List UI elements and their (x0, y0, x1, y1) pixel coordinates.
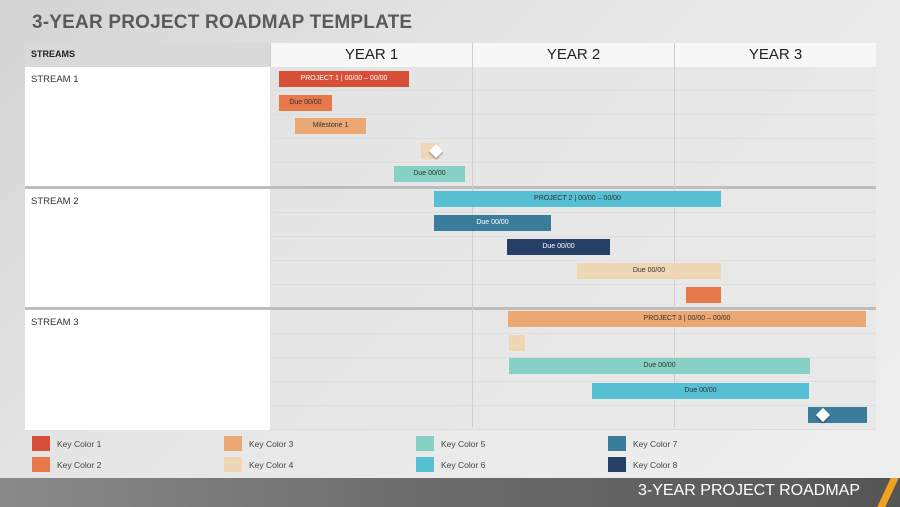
year-divider (472, 67, 473, 427)
page-title: 3-YEAR PROJECT ROADMAP TEMPLATE (32, 12, 413, 33)
year-divider (674, 67, 675, 427)
legend-item: Key Color 4 (224, 457, 293, 472)
legend-item: Key Color 5 (416, 436, 485, 451)
due-bar[interactable]: Due 00/00 (509, 358, 810, 374)
footer-banner: 3-YEAR PROJECT ROADMAP (0, 478, 900, 507)
stream-row (25, 163, 876, 187)
stream-row (25, 406, 876, 430)
legend-item: Key Color 6 (416, 457, 485, 472)
accent-slash-icon (877, 478, 899, 507)
due-bar[interactable]: Due 00/00 (434, 215, 551, 231)
year-1-header: YEAR 1 (270, 43, 472, 67)
stream-row (25, 237, 876, 261)
year-3-header: YEAR 3 (674, 43, 876, 67)
marker-bar[interactable] (686, 287, 721, 303)
legend-item: Key Color 2 (32, 457, 101, 472)
stream-label: STREAM 2 (25, 189, 270, 213)
year-2-header: YEAR 2 (472, 43, 674, 67)
due-bar[interactable]: Due 00/00 (507, 239, 610, 255)
stream-divider (25, 307, 876, 310)
due-bar[interactable]: Due 00/00 (394, 166, 465, 182)
streams-header: STREAMS (25, 43, 270, 67)
stream-row (25, 285, 876, 309)
stream-row (25, 334, 876, 358)
stream-row (25, 261, 876, 285)
stream-label: STREAM 1 (25, 67, 270, 91)
project-3-bar[interactable]: PROJECT 3 | 00/00 – 00/00 (508, 311, 866, 327)
stream-row (25, 213, 876, 237)
project-1-bar[interactable]: PROJECT 1 | 00/00 – 00/00 (279, 71, 409, 87)
marker-bar[interactable] (509, 335, 525, 351)
due-bar[interactable]: Due 00/00 (577, 263, 721, 279)
legend-item: Key Color 3 (224, 436, 293, 451)
roadmap-grid: STREAMS YEAR 1 YEAR 2 YEAR 3 STREAM 1 ST… (25, 43, 876, 430)
milestone-1-bar[interactable]: Milestone 1 (295, 118, 366, 134)
legend-item: Key Color 8 (608, 457, 677, 472)
stream-row (25, 139, 876, 163)
stream-divider (25, 186, 876, 189)
stream-row (25, 115, 876, 139)
legend-item: Key Color 7 (608, 436, 677, 451)
project-2-bar[interactable]: PROJECT 2 | 00/00 – 00/00 (434, 191, 721, 207)
stream-label: STREAM 3 (25, 310, 270, 334)
stream-row: STREAM 1 (25, 67, 876, 91)
footer-title: 3-YEAR PROJECT ROADMAP (638, 482, 860, 499)
due-bar[interactable]: Due 00/00 (592, 383, 809, 399)
due-bar[interactable]: Due 00/00 (279, 95, 332, 111)
legend-item: Key Color 1 (32, 436, 101, 451)
stream-row (25, 91, 876, 115)
